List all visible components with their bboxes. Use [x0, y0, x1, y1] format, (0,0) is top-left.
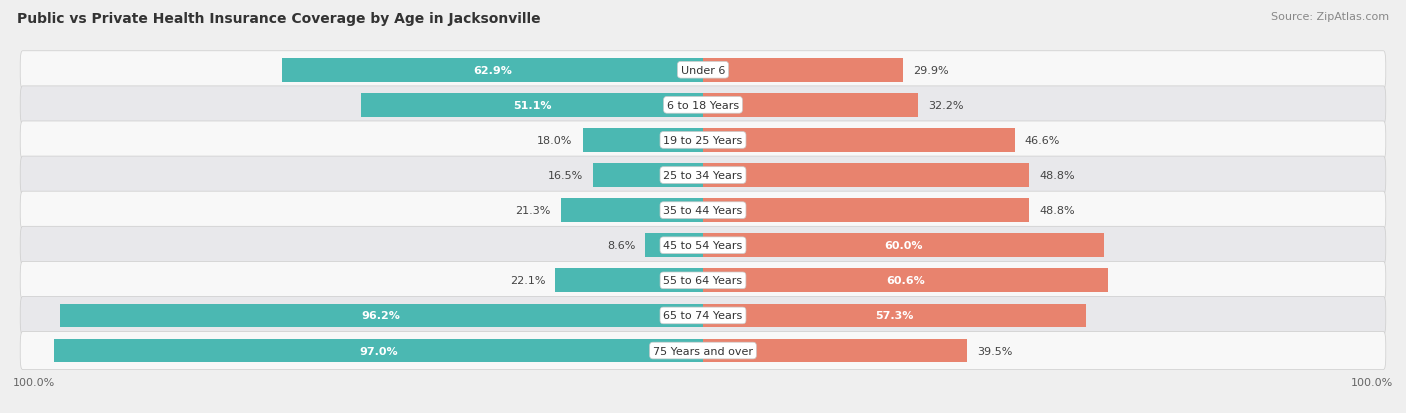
Bar — [645, 234, 703, 258]
Text: 32.2%: 32.2% — [928, 101, 965, 111]
FancyBboxPatch shape — [20, 122, 1386, 159]
FancyBboxPatch shape — [20, 262, 1386, 299]
FancyBboxPatch shape — [20, 297, 1386, 335]
FancyBboxPatch shape — [20, 52, 1386, 90]
FancyBboxPatch shape — [20, 192, 1386, 230]
FancyBboxPatch shape — [20, 87, 1386, 124]
Text: 25 to 34 Years: 25 to 34 Years — [664, 171, 742, 180]
Text: 48.8%: 48.8% — [1039, 171, 1076, 180]
Text: 60.0%: 60.0% — [884, 241, 922, 251]
Bar — [561, 199, 703, 223]
Bar — [703, 94, 918, 117]
Bar — [703, 269, 1108, 292]
Text: 6 to 18 Years: 6 to 18 Years — [666, 101, 740, 111]
Text: 60.6%: 60.6% — [886, 275, 925, 286]
Text: 19 to 25 Years: 19 to 25 Years — [664, 135, 742, 146]
Text: 21.3%: 21.3% — [515, 206, 551, 216]
Text: 39.5%: 39.5% — [977, 346, 1012, 356]
Text: 65 to 74 Years: 65 to 74 Years — [664, 311, 742, 320]
Bar — [703, 199, 1029, 223]
Text: 51.1%: 51.1% — [513, 101, 551, 111]
Text: Public vs Private Health Insurance Coverage by Age in Jacksonville: Public vs Private Health Insurance Cover… — [17, 12, 540, 26]
Text: 22.1%: 22.1% — [509, 275, 546, 286]
Text: 97.0%: 97.0% — [360, 346, 398, 356]
Bar — [555, 269, 703, 292]
FancyBboxPatch shape — [20, 332, 1386, 370]
Bar — [703, 59, 903, 83]
Text: 62.9%: 62.9% — [474, 66, 512, 76]
Bar — [703, 234, 1104, 258]
Bar — [703, 339, 967, 363]
Text: 48.8%: 48.8% — [1039, 206, 1076, 216]
Bar — [361, 94, 703, 117]
Text: 16.5%: 16.5% — [547, 171, 582, 180]
Text: 29.9%: 29.9% — [912, 66, 949, 76]
Text: Under 6: Under 6 — [681, 66, 725, 76]
Text: 55 to 64 Years: 55 to 64 Years — [664, 275, 742, 286]
Text: Source: ZipAtlas.com: Source: ZipAtlas.com — [1271, 12, 1389, 22]
Text: 96.2%: 96.2% — [361, 311, 401, 320]
Text: 8.6%: 8.6% — [607, 241, 636, 251]
Text: 57.3%: 57.3% — [876, 311, 914, 320]
FancyBboxPatch shape — [20, 157, 1386, 195]
FancyBboxPatch shape — [20, 227, 1386, 265]
Bar — [703, 164, 1029, 188]
Text: 18.0%: 18.0% — [537, 135, 572, 146]
Bar — [283, 59, 703, 83]
Bar — [703, 304, 1087, 328]
Bar — [582, 129, 703, 152]
Bar — [703, 129, 1015, 152]
Text: 75 Years and over: 75 Years and over — [652, 346, 754, 356]
Bar — [593, 164, 703, 188]
Text: 46.6%: 46.6% — [1025, 135, 1060, 146]
Text: 45 to 54 Years: 45 to 54 Years — [664, 241, 742, 251]
Text: 35 to 44 Years: 35 to 44 Years — [664, 206, 742, 216]
Bar — [55, 339, 703, 363]
Bar — [59, 304, 703, 328]
